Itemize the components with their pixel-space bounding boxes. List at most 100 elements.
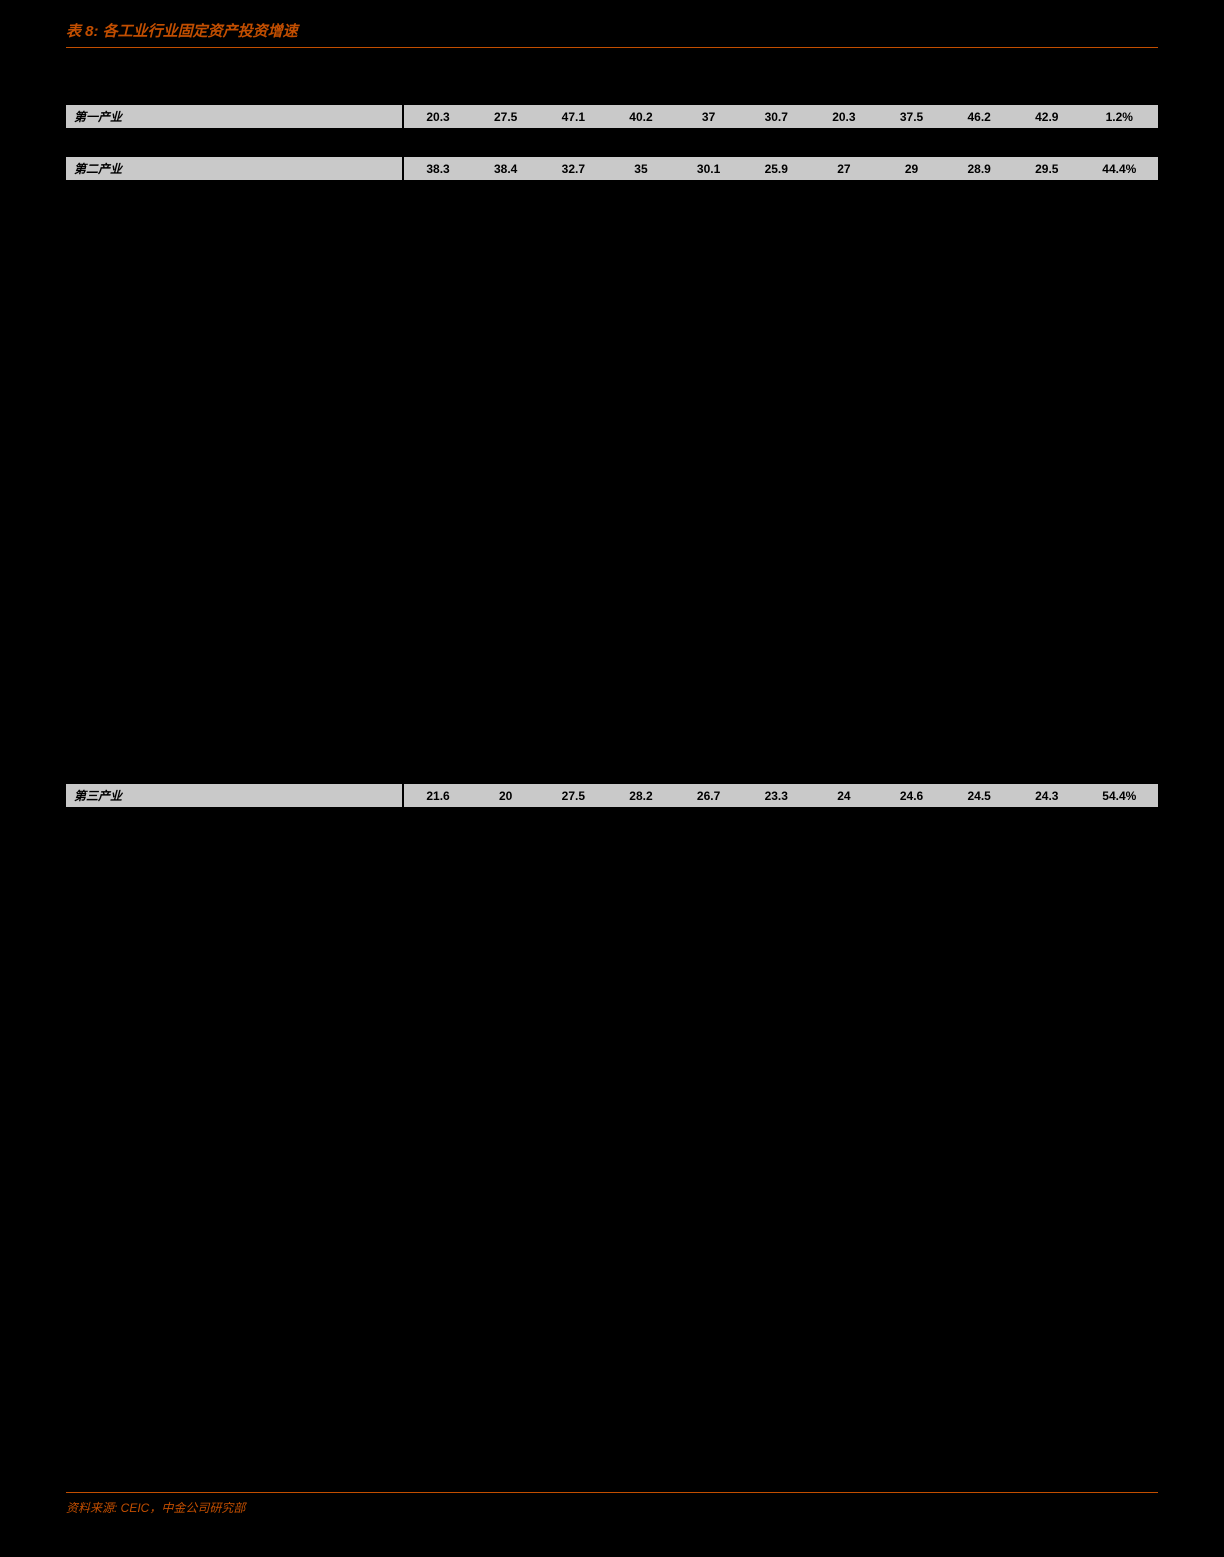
cell: 30.2 bbox=[675, 364, 743, 387]
cell: 15.5 bbox=[742, 686, 810, 709]
row-label: 第一产业 bbox=[66, 105, 404, 128]
cell: 30.6 bbox=[675, 226, 743, 249]
cell: 33.2 bbox=[742, 709, 810, 732]
cell: 44.5 bbox=[742, 1037, 810, 1060]
cell: 21.5 bbox=[607, 226, 675, 249]
cell: 33.7 bbox=[810, 1106, 878, 1129]
row-label: 道路运输业 bbox=[66, 853, 404, 876]
cell: 25.2 bbox=[945, 830, 1013, 853]
cell: 34.1 bbox=[675, 203, 743, 226]
section-row: 第三产业21.62027.528.226.723.32424.624.524.3… bbox=[66, 784, 1158, 807]
column-header: 11Q2 bbox=[945, 76, 1013, 99]
cell: 37 bbox=[675, 128, 743, 151]
data-row: 住宿和餐饮业46.149.541.139.13436.634.357.443.8… bbox=[66, 945, 1158, 968]
cell: 20.3 bbox=[404, 128, 472, 151]
cell: 28 bbox=[607, 876, 675, 899]
cell: 18.7 bbox=[607, 807, 675, 830]
cell: 47.5 bbox=[742, 807, 810, 830]
cell: 37.6 bbox=[472, 709, 540, 732]
cell: 6.6 bbox=[878, 732, 946, 755]
cell: 13.2 bbox=[945, 899, 1013, 922]
cell: 73.6 bbox=[404, 876, 472, 899]
cell: 35 bbox=[607, 1106, 675, 1129]
cell: 34.4 bbox=[810, 968, 878, 991]
cell: 28.9 bbox=[945, 157, 1013, 180]
data-row: 黑色金属冶炼及压延加工业32.627.5-2.51423.8-1.36.1191… bbox=[66, 525, 1158, 548]
cell: 28.2 bbox=[607, 180, 675, 203]
cell: 35 bbox=[607, 157, 675, 180]
cell: 0.9% bbox=[1081, 1129, 1158, 1152]
cell: 12.2 bbox=[1013, 899, 1081, 922]
cell: 36.5 bbox=[607, 387, 675, 410]
cell: 29 bbox=[878, 157, 946, 180]
cell: 16.3 bbox=[742, 899, 810, 922]
data-row: 有色金属冶炼及压延加工业28.232.228.935.542.216.535.8… bbox=[66, 548, 1158, 571]
cell: 19.6 bbox=[742, 571, 810, 594]
cell: 45.5 bbox=[1013, 456, 1081, 479]
row-label: 住宿和餐饮业 bbox=[66, 945, 404, 968]
cell: 16.6 bbox=[1013, 249, 1081, 272]
cell: 56.6 bbox=[945, 755, 1013, 778]
cell: 26 bbox=[1013, 991, 1081, 1014]
column-header: 占比 bbox=[1081, 76, 1158, 99]
data-row: 有色金属矿采选业72.578.564.121.64121.334.116.531… bbox=[66, 272, 1158, 295]
cell: 19 bbox=[878, 525, 946, 548]
cell: 14 bbox=[945, 876, 1013, 899]
cell: 33.2 bbox=[472, 479, 540, 502]
data-row: 信息传输、计算机服务和软件业10.4-8.619.52.88.116.317.6… bbox=[66, 899, 1158, 922]
cell: 6.1 bbox=[810, 525, 878, 548]
cell: 24.7 bbox=[878, 853, 946, 876]
table-wrap: 200420052006200720082009201011Q111Q211Q3… bbox=[66, 76, 1158, 1152]
cell: 27.5 bbox=[540, 784, 608, 807]
cell: 16.3 bbox=[878, 1037, 946, 1060]
cell: 41.8 bbox=[1013, 341, 1081, 364]
cell: 1.4% bbox=[1081, 525, 1158, 548]
cell: 34 bbox=[675, 945, 743, 968]
cell: 27.3 bbox=[404, 640, 472, 663]
cell: 10.4 bbox=[404, 899, 472, 922]
cell: 4.1 bbox=[1013, 410, 1081, 433]
data-row: 农、林、牧、渔业20.327.547.140.23730.720.337.546… bbox=[66, 128, 1158, 151]
cell: -8.1 bbox=[1013, 1129, 1081, 1152]
cell: 37.2 bbox=[742, 364, 810, 387]
cell: 31.3 bbox=[472, 226, 540, 249]
cell: 0.3 bbox=[945, 732, 1013, 755]
cell: 62.9 bbox=[404, 594, 472, 617]
cell: 26.8 bbox=[607, 686, 675, 709]
cell: 43.1 bbox=[675, 663, 743, 686]
cell: -4.5 bbox=[878, 1060, 946, 1083]
cell: 51.7 bbox=[472, 341, 540, 364]
cell: 40.8 bbox=[540, 755, 608, 778]
cell: 29.7 bbox=[472, 686, 540, 709]
section-row: 第二产业38.338.432.73530.125.9272928.929.544… bbox=[66, 157, 1158, 180]
cell: 16.3 bbox=[675, 709, 743, 732]
cell: 45.6 bbox=[607, 663, 675, 686]
cell: 1.6% bbox=[1081, 755, 1158, 778]
cell: 27.1 bbox=[810, 387, 878, 410]
cell: 17.4 bbox=[945, 1106, 1013, 1129]
cell: 26.5 bbox=[810, 594, 878, 617]
data-row: 煤炭开采和洗选业58.461.127.224.134.128.323.49.41… bbox=[66, 203, 1158, 226]
data-row: 道路运输业-7.535.517.716.311.242.721.124.718.… bbox=[66, 853, 1158, 876]
cell: 21.6 bbox=[607, 272, 675, 295]
cell: 39 bbox=[472, 922, 540, 945]
cell: 28.3 bbox=[810, 456, 878, 479]
cell: 53.5 bbox=[540, 617, 608, 640]
cell: 7.4 bbox=[878, 709, 946, 732]
cell: 13.1 bbox=[404, 1129, 472, 1152]
table-title-block: 表 8: 各工业行业固定资产投资增速 bbox=[66, 20, 1158, 48]
cell: 56.2 bbox=[607, 617, 675, 640]
cell: 27.9 bbox=[1013, 594, 1081, 617]
cell: 31.8 bbox=[810, 295, 878, 318]
cell: 8.3 bbox=[540, 1060, 608, 1083]
cell: 41.2 bbox=[1013, 571, 1081, 594]
cell: 21.4 bbox=[1013, 272, 1081, 295]
footer-rule: 资料来源: CEIC，中金公司研究部 bbox=[66, 1492, 1158, 1517]
cell: 40.9 bbox=[810, 991, 878, 1014]
row-label: 医药制造业 bbox=[66, 456, 404, 479]
cell: -2.5 bbox=[540, 525, 608, 548]
cell: 44.4% bbox=[1081, 157, 1158, 180]
cell: 2.4% bbox=[1081, 594, 1158, 617]
cell: 42.8 bbox=[540, 663, 608, 686]
cell: 48.1 bbox=[1013, 686, 1081, 709]
